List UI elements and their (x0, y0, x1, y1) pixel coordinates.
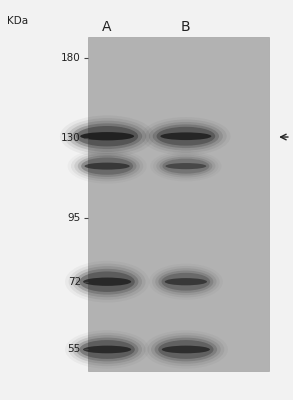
Ellipse shape (69, 264, 146, 300)
Ellipse shape (151, 335, 221, 364)
Text: KDa: KDa (6, 16, 28, 26)
Text: 180: 180 (61, 54, 81, 64)
Ellipse shape (149, 122, 223, 150)
Ellipse shape (166, 163, 206, 169)
Ellipse shape (155, 338, 217, 361)
Ellipse shape (72, 123, 142, 149)
Ellipse shape (147, 333, 224, 366)
Ellipse shape (79, 340, 135, 359)
Ellipse shape (85, 163, 130, 170)
Text: A: A (102, 20, 112, 34)
Ellipse shape (69, 333, 146, 366)
Ellipse shape (156, 127, 215, 146)
Ellipse shape (76, 338, 138, 361)
Text: 130: 130 (61, 133, 81, 143)
Text: 72: 72 (68, 277, 81, 287)
Ellipse shape (158, 340, 214, 359)
Ellipse shape (76, 269, 138, 294)
Ellipse shape (145, 120, 227, 153)
Ellipse shape (159, 157, 212, 176)
Ellipse shape (68, 121, 146, 152)
Ellipse shape (81, 158, 133, 175)
Ellipse shape (83, 346, 131, 353)
Ellipse shape (79, 272, 135, 292)
Ellipse shape (78, 155, 137, 177)
Text: 55: 55 (68, 344, 81, 354)
Ellipse shape (72, 335, 142, 364)
Ellipse shape (64, 118, 150, 154)
Ellipse shape (162, 346, 210, 353)
Ellipse shape (72, 266, 142, 297)
Ellipse shape (152, 266, 220, 298)
Ellipse shape (165, 278, 207, 285)
Ellipse shape (155, 268, 217, 295)
Bar (88, 36, 269, 372)
Text: 95: 95 (68, 213, 81, 223)
Text: B: B (181, 20, 191, 34)
Ellipse shape (156, 155, 215, 178)
Ellipse shape (153, 124, 219, 148)
Ellipse shape (160, 132, 211, 140)
Ellipse shape (71, 151, 143, 182)
Ellipse shape (159, 270, 213, 293)
Ellipse shape (80, 132, 134, 140)
Ellipse shape (83, 278, 131, 286)
Ellipse shape (161, 273, 210, 290)
Ellipse shape (76, 126, 138, 146)
Ellipse shape (74, 153, 140, 179)
Ellipse shape (162, 158, 209, 174)
